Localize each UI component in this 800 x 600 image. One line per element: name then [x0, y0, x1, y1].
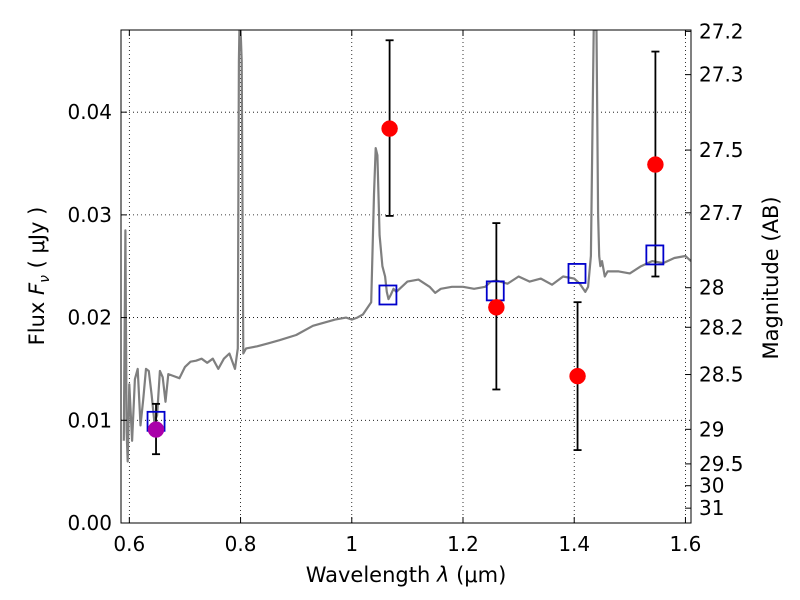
axis-ticks: 0.6 0.8 1 1.2 1.4 1.6 0.00 0.01 0.02 0.03 0.04 27.2… — [67, 19, 743, 556]
y2-tick-label: 29 — [699, 417, 724, 441]
model-box-marker — [567, 263, 587, 284]
model-box-marker — [378, 284, 398, 306]
x-tick-label: 1.6 — [670, 532, 702, 556]
y-axis-subscript: ν — [37, 275, 53, 283]
observed-point — [647, 156, 664, 173]
y-tick-label: 0.01 — [67, 408, 112, 432]
grid-lines — [121, 30, 691, 523]
y2-tick-label: 31 — [699, 496, 724, 520]
y2-tick-label: 27.7 — [699, 201, 744, 225]
observed-point — [147, 421, 165, 438]
y2-tick-label: 30 — [699, 474, 724, 498]
y-axis-symbol: F — [25, 282, 49, 295]
y2-tick-label: 28.2 — [699, 315, 744, 339]
y2-tick-label: 27.3 — [699, 63, 744, 87]
y-tick-label: 0.02 — [67, 306, 112, 330]
observed-point — [488, 299, 505, 316]
x-tick-label: 1.2 — [447, 532, 479, 556]
x-axis-lambda: λ — [436, 563, 449, 587]
y-tick-label: 0.00 — [67, 511, 112, 535]
x-axis-label: Wavelength λ (μm) — [306, 563, 507, 587]
spectrum-line — [122, 30, 691, 463]
x-tick-label: 0.8 — [225, 532, 257, 556]
model-box-marker — [645, 244, 665, 266]
x-tick-label: 0.6 — [113, 532, 145, 556]
y2-tick-label: 28.5 — [699, 363, 744, 387]
y-tick-label: 0.04 — [67, 100, 112, 124]
y2-tick-label: 27.2 — [699, 19, 744, 43]
observed-points — [147, 120, 664, 438]
observed-point — [381, 120, 398, 137]
plot-frame — [120, 29, 692, 524]
y-axis-label: Flux Fν ( μJy ) — [25, 207, 53, 346]
observed-point — [569, 367, 586, 385]
y-tick-label: 0.03 — [67, 203, 112, 227]
y2-tick-label: 27.5 — [699, 138, 744, 162]
y2-axis-label: Magnitude (AB) — [759, 196, 783, 359]
y2-tick-label: 29.5 — [699, 452, 744, 476]
x-tick-label: 1.4 — [558, 532, 590, 556]
x-tick-label: 1 — [345, 532, 358, 556]
y2-tick-label: 28 — [699, 276, 724, 300]
